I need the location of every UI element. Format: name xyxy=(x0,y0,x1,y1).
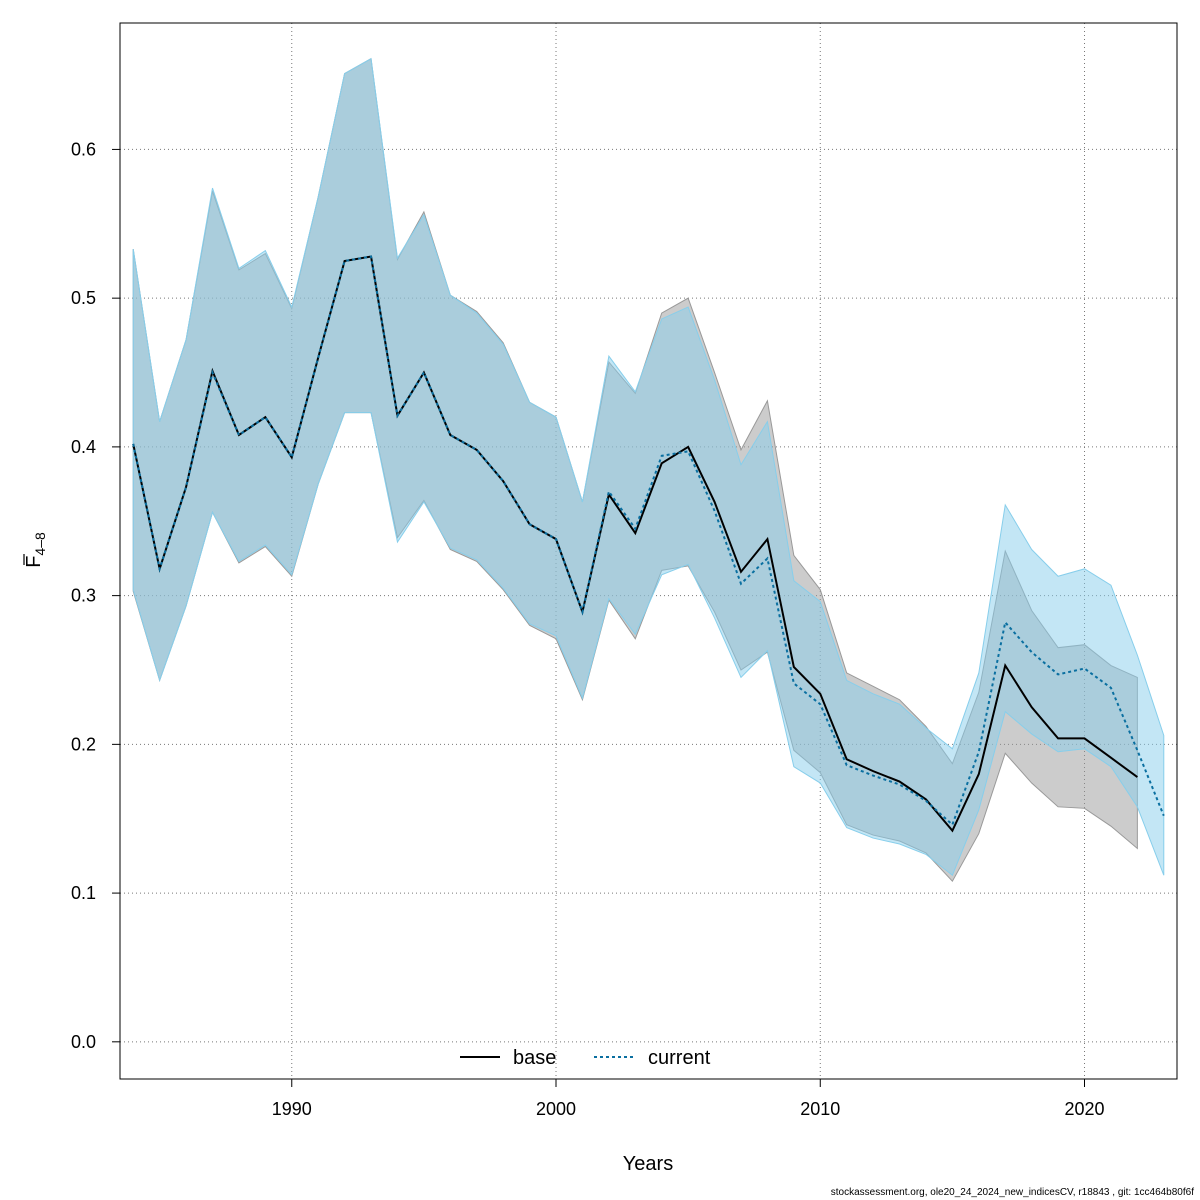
x-tick-label: 2010 xyxy=(800,1099,840,1119)
legend-label-base: base xyxy=(513,1047,556,1069)
y-tick-label: 0.0 xyxy=(71,1032,96,1052)
y-tick-label: 0.5 xyxy=(71,288,96,308)
series-lines xyxy=(132,255,1165,833)
axes: 1990 2000 2010 2020 0.0 0.1 0.2 0.3 0.4 0.5 0.6 xyxy=(71,139,1105,1119)
line-base xyxy=(132,255,1138,833)
x-tick-label: 2020 xyxy=(1064,1099,1104,1119)
footer-note: stockassessment.org, ole20_24_2024_new_i… xyxy=(830,1187,1194,1198)
legend-label-current: current xyxy=(648,1047,711,1069)
x-tick-label: 2000 xyxy=(536,1099,576,1119)
y-axis-label-main: F xyxy=(23,556,45,568)
y-tick-label: 0.6 xyxy=(71,139,96,159)
y-axis-label: F4–8 xyxy=(23,532,48,568)
line-current xyxy=(132,255,1165,827)
svg-text:F4–8: F4–8 xyxy=(23,532,48,568)
x-axis-label: Years xyxy=(623,1153,673,1175)
legend: base current xyxy=(460,1047,711,1069)
x-tick-label: 1990 xyxy=(272,1099,312,1119)
y-tick-label: 0.3 xyxy=(71,586,96,606)
y-tick-label: 0.2 xyxy=(71,734,96,754)
y-tick-label: 0.1 xyxy=(71,883,96,903)
y-axis-label-subscript: 4–8 xyxy=(32,532,48,556)
plot-frame xyxy=(119,22,1178,1080)
band-current xyxy=(132,57,1165,877)
confidence-bands xyxy=(132,57,1165,883)
y-tick-label: 0.4 xyxy=(71,437,96,457)
